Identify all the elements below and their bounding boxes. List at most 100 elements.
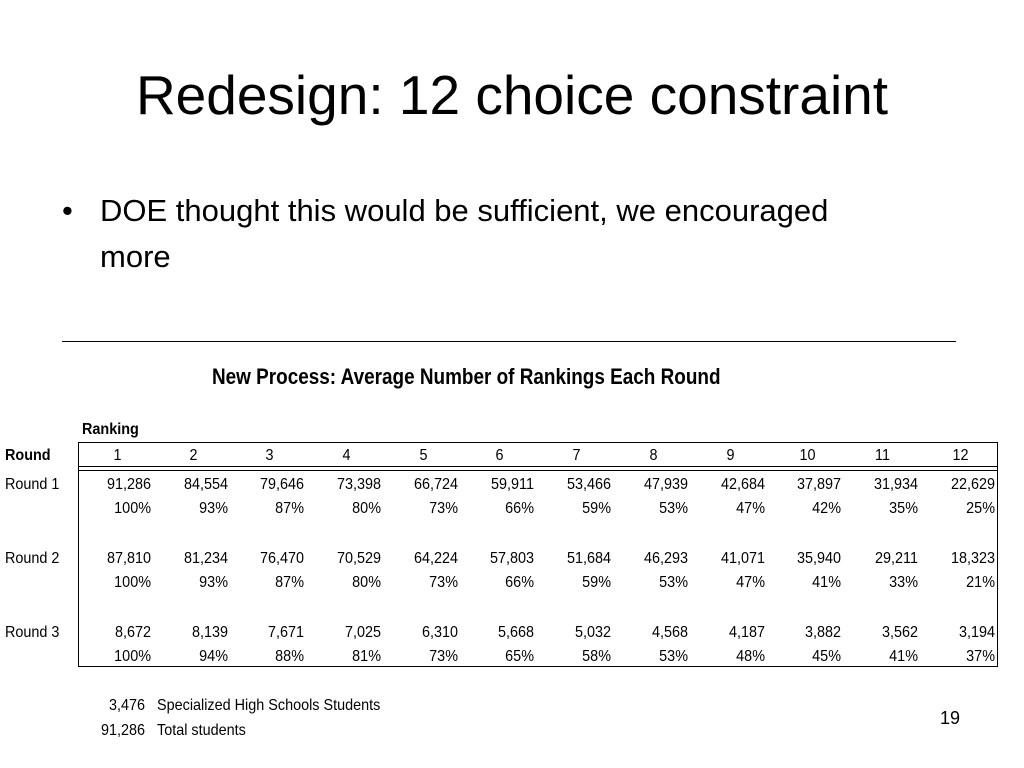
percent-cell: 41%	[812, 574, 841, 591]
percent-cell: 88%	[275, 648, 304, 665]
count-cell: 3,194	[958, 624, 995, 641]
footnote-number: 91,286	[100, 722, 145, 739]
percent-cell: 59%	[582, 574, 611, 591]
column-header: 10	[799, 447, 816, 464]
percent-cell: 21%	[966, 574, 995, 591]
percent-cell: 94%	[199, 648, 228, 665]
round-header: Round	[5, 447, 51, 464]
percent-cell: 35%	[889, 500, 918, 517]
column-header: 11	[875, 447, 890, 464]
header-divider-line	[78, 470, 998, 471]
count-cell: 8,672	[114, 624, 151, 641]
percent-cell: 100%	[114, 500, 151, 517]
percent-cell: 41%	[889, 648, 918, 665]
separator-line	[62, 341, 956, 342]
percent-cell: 58%	[582, 648, 611, 665]
count-cell: 59,911	[491, 476, 534, 493]
percent-cell: 45%	[812, 648, 841, 665]
percent-cell: 87%	[275, 500, 304, 517]
count-cell: 76,470	[259, 550, 304, 567]
percent-cell: 53%	[659, 574, 688, 591]
percent-cell: 100%	[114, 648, 151, 665]
count-cell: 84,554	[183, 476, 228, 493]
count-cell: 87,810	[106, 550, 151, 567]
count-cell: 5,668	[497, 624, 534, 641]
bullet-text: DOE thought this would be sufficient, we…	[100, 193, 829, 274]
percent-cell: 53%	[659, 648, 688, 665]
rankings-table	[78, 442, 998, 667]
column-header: 2	[189, 447, 198, 464]
column-header: 8	[649, 447, 658, 464]
round-label: Round 1	[5, 476, 60, 493]
column-header: 7	[572, 447, 581, 464]
percent-cell: 81%	[352, 648, 381, 665]
percent-cell: 100%	[114, 574, 151, 591]
percent-cell: 73%	[429, 648, 458, 665]
percent-cell: 66%	[505, 500, 534, 517]
percent-cell: 66%	[505, 574, 534, 591]
count-cell: 70,529	[336, 550, 381, 567]
count-cell: 29,211	[875, 550, 918, 567]
column-header: 1	[113, 447, 122, 464]
percent-cell: 93%	[199, 574, 228, 591]
percent-cell: 25%	[966, 500, 995, 517]
percent-cell: 47%	[736, 574, 765, 591]
percent-cell: 47%	[736, 500, 765, 517]
count-cell: 91,286	[106, 476, 151, 493]
percent-cell: 73%	[429, 500, 458, 517]
bullet-marker: •	[62, 193, 73, 228]
table-title: New Process: Average Number of Rankings …	[212, 364, 721, 389]
count-cell: 35,940	[796, 550, 841, 567]
round-label: Round 3	[5, 624, 60, 641]
column-header: 12	[952, 447, 969, 464]
footnote-number: 3,476	[108, 697, 145, 714]
slide-title: Redesign: 12 choice constraint	[135, 64, 889, 126]
count-cell: 41,071	[720, 550, 765, 567]
header-divider-line	[78, 466, 998, 467]
count-cell: 47,939	[643, 476, 688, 493]
percent-cell: 80%	[352, 500, 381, 517]
percent-cell: 65%	[505, 648, 534, 665]
count-cell: 53,466	[566, 476, 611, 493]
percent-cell: 48%	[736, 648, 765, 665]
percent-cell: 59%	[582, 500, 611, 517]
count-cell: 3,882	[804, 624, 841, 641]
percent-cell: 80%	[352, 574, 381, 591]
count-cell: 51,684	[566, 550, 611, 567]
column-header: 5	[419, 447, 428, 464]
percent-cell: 73%	[429, 574, 458, 591]
count-cell: 31,934	[873, 476, 918, 493]
count-cell: 7,671	[267, 624, 304, 641]
column-header: 6	[495, 447, 504, 464]
count-cell: 37,897	[796, 476, 841, 493]
count-cell: 81,234	[183, 550, 228, 567]
percent-cell: 87%	[275, 574, 304, 591]
footnote-text: Specialized High Schools Students	[157, 697, 381, 714]
column-header: 9	[726, 447, 735, 464]
count-cell: 73,398	[336, 476, 381, 493]
count-cell: 7,025	[344, 624, 381, 641]
count-cell: 4,187	[728, 624, 765, 641]
page-number: 19	[939, 708, 961, 728]
column-header: 3	[265, 447, 274, 464]
count-cell: 6,310	[421, 624, 458, 641]
footnote-text: Total students	[157, 722, 246, 739]
count-cell: 42,684	[720, 476, 765, 493]
percent-cell: 42%	[812, 500, 841, 517]
ranking-label: Ranking	[82, 421, 139, 438]
count-cell: 18,323	[950, 550, 995, 567]
count-cell: 57,803	[489, 550, 534, 567]
count-cell: 46,293	[643, 550, 688, 567]
count-cell: 4,568	[651, 624, 688, 641]
round-label: Round 2	[5, 550, 60, 567]
count-cell: 79,646	[259, 476, 304, 493]
percent-cell: 37%	[966, 648, 995, 665]
count-cell: 64,224	[413, 550, 458, 567]
count-cell: 66,724	[413, 476, 458, 493]
percent-cell: 93%	[199, 500, 228, 517]
percent-cell: 53%	[659, 500, 688, 517]
column-header: 4	[342, 447, 351, 464]
count-cell: 22,629	[950, 476, 995, 493]
count-cell: 5,032	[574, 624, 611, 641]
count-cell: 3,562	[881, 624, 918, 641]
